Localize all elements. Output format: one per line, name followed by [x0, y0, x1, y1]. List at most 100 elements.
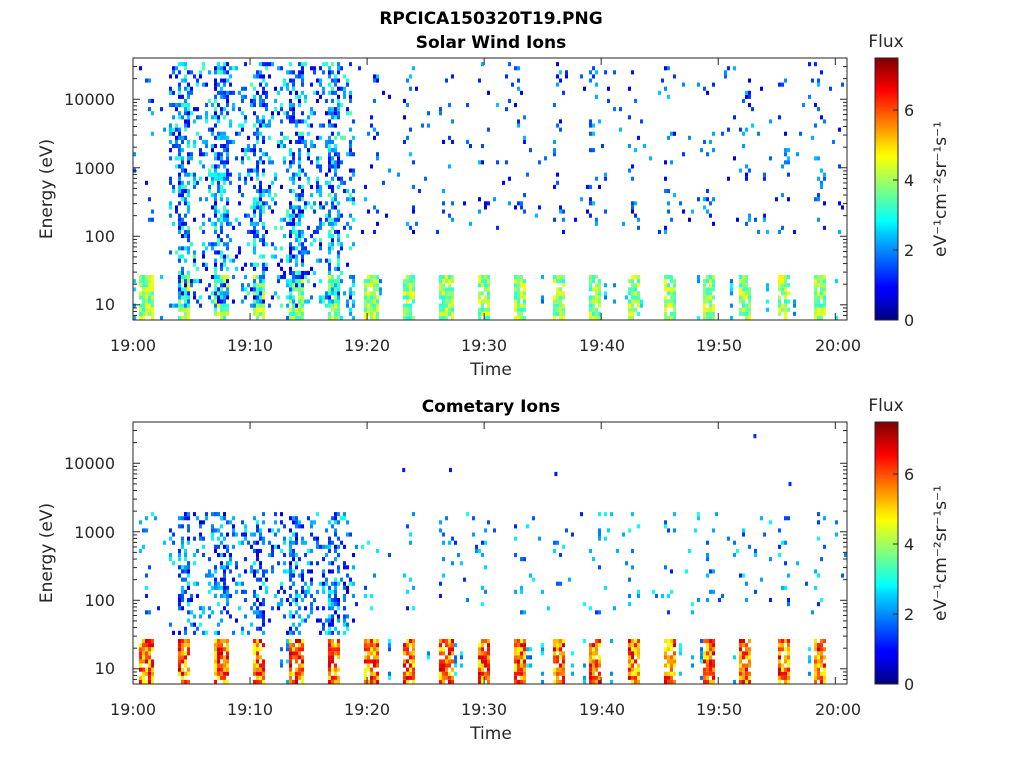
heatmap-cell: [199, 135, 202, 140]
heatmap-cell: [319, 156, 322, 161]
heatmap-cell: [289, 553, 292, 558]
heatmap-cell: [289, 283, 292, 288]
heatmap-cell: [487, 90, 490, 95]
heatmap-cell: [271, 180, 274, 185]
heatmap-cell: [337, 651, 340, 656]
heatmap-cell: [409, 671, 412, 676]
heatmap-cell: [268, 528, 271, 533]
heatmap-cell: [298, 229, 301, 234]
heatmap-cell: [187, 139, 190, 144]
heatmap-cell: [331, 524, 334, 529]
heatmap-cell: [556, 311, 559, 316]
heatmap-cell: [554, 471, 558, 477]
heatmap-cell: [820, 275, 823, 280]
heatmap-cell: [202, 553, 205, 558]
heatmap-cell: [340, 315, 343, 320]
heatmap-cell: [319, 295, 322, 300]
heatmap-cell: [412, 160, 415, 165]
heatmap-cell: [229, 119, 232, 124]
heatmap-cell: [169, 205, 172, 210]
heatmap-cell: [517, 299, 520, 304]
heatmap-cell: [820, 295, 823, 300]
heatmap-cell: [295, 540, 298, 545]
heatmap-cell: [265, 103, 268, 108]
heatmap-cell: [409, 295, 412, 300]
heatmap-cell: [808, 62, 811, 67]
heatmap-cell: [148, 647, 151, 652]
heatmap-cell: [139, 659, 142, 664]
heatmap-cell: [292, 254, 295, 259]
heatmap-cell: [316, 540, 319, 545]
heatmap-cell: [373, 287, 376, 292]
heatmap-cell: [289, 160, 292, 165]
heatmap-cell: [628, 651, 631, 656]
heatmap-cell: [409, 86, 412, 91]
heatmap-cell: [301, 569, 304, 574]
heatmap-cell: [520, 679, 523, 684]
heatmap-cell: [292, 315, 295, 320]
heatmap-cell: [481, 659, 484, 664]
heatmap-cell: [262, 520, 265, 525]
heatmap-cell: [445, 279, 448, 284]
heatmap-cell: [142, 279, 145, 284]
heatmap-cell: [151, 675, 154, 680]
heatmap-cell: [289, 548, 292, 553]
heatmap-cell: [184, 315, 187, 320]
heatmap-cell: [409, 675, 412, 680]
heatmap-cell: [217, 156, 220, 161]
heatmap-cell: [784, 303, 787, 308]
heatmap-cell: [295, 679, 298, 684]
heatmap-cell: [226, 148, 229, 153]
heatmap-cell: [322, 299, 325, 304]
heatmap-cell: [451, 119, 454, 124]
heatmap-cell: [445, 295, 448, 300]
heatmap-cell: [466, 512, 469, 517]
heatmap-cell: [688, 217, 691, 222]
heatmap-cell: [298, 291, 301, 296]
heatmap-cell: [670, 311, 673, 316]
heatmap-cell: [223, 258, 226, 263]
heatmap-cell: [673, 663, 676, 668]
heatmap-cell: [823, 675, 826, 680]
heatmap-cell: [292, 156, 295, 161]
heatmap-cell: [223, 577, 226, 582]
heatmap-cell: [574, 217, 577, 222]
heatmap-cell: [217, 553, 220, 558]
heatmap-cell: [748, 90, 751, 95]
heatmap-cell: [337, 679, 340, 684]
heatmap-cell: [589, 307, 592, 312]
heatmap-cell: [820, 279, 823, 284]
heatmap-cell: [319, 581, 322, 586]
heatmap-cell: [190, 622, 193, 627]
heatmap-cell: [331, 184, 334, 189]
heatmap-cell: [184, 258, 187, 263]
heatmap-cell: [184, 74, 187, 79]
heatmap-cell: [322, 606, 325, 611]
heatmap-cell: [274, 520, 277, 525]
heatmap-cell: [703, 139, 706, 144]
heatmap-cell: [328, 663, 331, 668]
heatmap-cell: [241, 266, 244, 271]
heatmap-cell: [439, 679, 442, 684]
heatmap-cell: [589, 119, 592, 124]
heatmap-cell: [340, 160, 343, 165]
heatmap-cell: [229, 614, 232, 619]
heatmap-cell: [487, 659, 490, 664]
heatmap-cell: [484, 279, 487, 284]
heatmap-cell: [412, 287, 415, 292]
heatmap-cell: [448, 675, 451, 680]
heatmap-cell: [223, 107, 226, 112]
heatmap-cell: [217, 671, 220, 676]
x-tick-label: 20:00: [815, 336, 861, 355]
heatmap-cell: [280, 275, 283, 280]
heatmap-cell: [487, 311, 490, 316]
heatmap-cell: [223, 553, 226, 558]
heatmap-cell: [745, 581, 748, 586]
heatmap-cell: [331, 561, 334, 566]
heatmap-cell: [667, 303, 670, 308]
heatmap-cell: [592, 675, 595, 680]
heatmap-cell: [412, 275, 415, 280]
heatmap-cell: [289, 299, 292, 304]
heatmap-cell: [328, 561, 331, 566]
heatmap-cell: [637, 303, 640, 308]
